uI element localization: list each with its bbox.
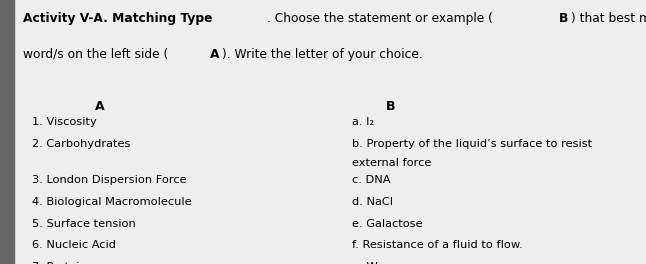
Text: external force: external force — [352, 158, 432, 168]
Text: b. Property of the liquid’s surface to resist: b. Property of the liquid’s surface to r… — [352, 139, 592, 149]
Text: B: B — [386, 100, 395, 113]
Text: e. Galactose: e. Galactose — [352, 219, 422, 229]
Text: 7. Proteins: 7. Proteins — [32, 262, 93, 264]
Text: 6. Nucleic Acid: 6. Nucleic Acid — [32, 240, 116, 250]
Text: . Choose the statement or example (: . Choose the statement or example ( — [267, 12, 493, 25]
Text: f. Resistance of a fluid to flow.: f. Resistance of a fluid to flow. — [352, 240, 523, 250]
Text: 2. Carbohydrates: 2. Carbohydrates — [32, 139, 130, 149]
Text: 4. Biological Macromolecule: 4. Biological Macromolecule — [32, 197, 192, 207]
Text: 5. Surface tension: 5. Surface tension — [32, 219, 136, 229]
Bar — [0, 0, 14, 264]
Text: d. NaCl: d. NaCl — [352, 197, 393, 207]
Text: ). Write the letter of your choice.: ). Write the letter of your choice. — [222, 48, 423, 60]
Text: word/s on the left side (: word/s on the left side ( — [23, 48, 168, 60]
Text: 1. Viscosity: 1. Viscosity — [32, 117, 97, 128]
Text: B: B — [559, 12, 568, 25]
Text: a. I₂: a. I₂ — [352, 117, 374, 128]
Text: A: A — [96, 100, 105, 113]
Text: c. DNA: c. DNA — [352, 175, 391, 185]
Text: Activity V-A. Matching Type: Activity V-A. Matching Type — [23, 12, 212, 25]
Text: ) that best match the: ) that best match the — [570, 12, 646, 25]
Text: g. Waxes: g. Waxes — [352, 262, 403, 264]
Text: A: A — [210, 48, 220, 60]
Text: 3. London Dispersion Force: 3. London Dispersion Force — [32, 175, 187, 185]
